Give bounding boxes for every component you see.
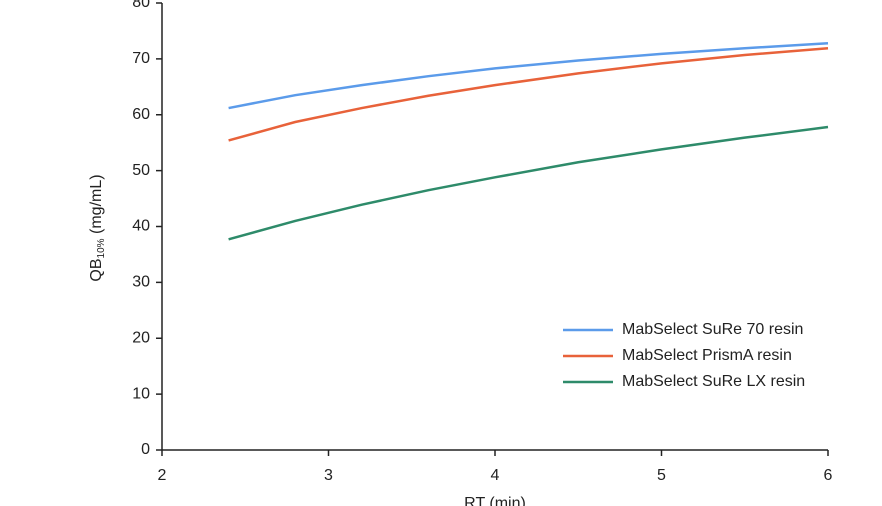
y-tick-label: 50 [132,162,150,179]
x-tick-label: 2 [158,467,167,484]
y-axis-label: QB10% (mg/mL) [88,174,106,281]
y-tick-label: 70 [132,50,150,67]
y-tick-label: 60 [132,106,150,123]
y-tick-label: 80 [132,0,150,11]
x-tick-label: 4 [491,467,500,484]
y-tick-label: 40 [132,218,150,235]
x-tick-label: 5 [657,467,666,484]
y-tick-label: 10 [132,385,150,402]
x-tick-label: 6 [824,467,833,484]
line-series [228,125,829,241]
y-tick-label: 20 [132,329,150,346]
y-tick-label: 30 [132,274,150,291]
legend-label: MabSelect SuRe 70 resin [622,321,803,338]
line-series [228,41,829,110]
line-series [228,47,829,142]
legend-label: MabSelect PrismA resin [622,347,792,364]
x-tick-label: 3 [324,467,333,484]
x-axis-label: RT (min) [464,495,526,506]
y-tick-label: 0 [141,441,150,458]
legend-label: MabSelect SuRe LX resin [622,373,805,390]
